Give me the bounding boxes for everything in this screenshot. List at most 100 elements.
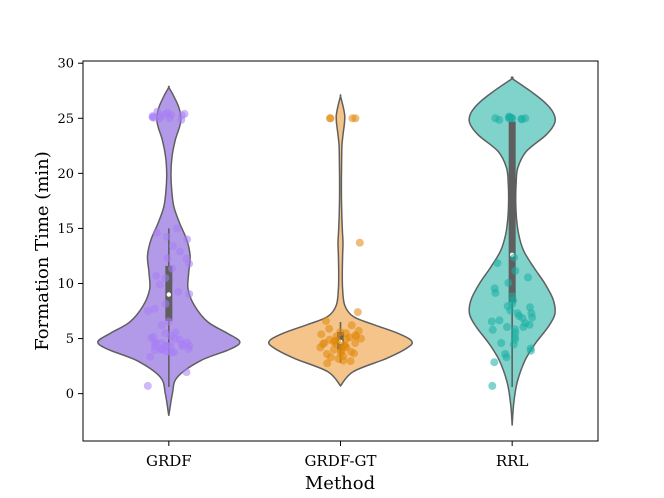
data-point (353, 308, 362, 317)
data-point (507, 114, 516, 123)
data-point (488, 381, 497, 390)
data-point (183, 235, 192, 244)
data-point (491, 114, 500, 123)
data-point (323, 350, 331, 358)
data-point (342, 343, 351, 352)
data-point (157, 321, 166, 330)
data-point (162, 232, 171, 241)
data-point (143, 381, 152, 390)
data-point (511, 325, 519, 334)
data-point (347, 321, 356, 330)
data-point (488, 325, 497, 334)
data-point (322, 316, 330, 325)
data-point (168, 242, 177, 250)
data-point (163, 254, 172, 263)
data-point (161, 329, 170, 338)
data-point (173, 224, 181, 233)
data-point (180, 109, 189, 118)
median-marker-grdf (166, 292, 172, 297)
data-point (156, 345, 165, 354)
data-point (171, 328, 180, 337)
y-axis-ticks: 0 5 10 15 20 25 30 (57, 57, 83, 402)
data-point (487, 317, 496, 326)
data-point (174, 287, 183, 296)
data-point (493, 259, 502, 268)
data-point (157, 339, 166, 347)
data-point (182, 254, 191, 263)
data-point (182, 338, 191, 347)
iqr-box-rrl (508, 121, 516, 303)
data-point (526, 303, 534, 312)
data-point (355, 238, 364, 247)
y-tick-label: 15 (57, 222, 74, 237)
data-point (508, 292, 517, 301)
data-point (524, 273, 532, 282)
data-point (339, 352, 348, 361)
data-point (175, 335, 184, 344)
data-point (495, 316, 504, 325)
x-tick-label: GRDF-GT (304, 452, 376, 470)
data-point (503, 323, 511, 331)
x-axis-ticks: GRDF GRDF-GT RRL (146, 441, 528, 470)
data-point (153, 107, 162, 116)
data-point (490, 358, 499, 367)
data-point (164, 317, 173, 326)
data-point (170, 348, 179, 357)
data-point (168, 264, 176, 273)
data-point (351, 339, 360, 347)
data-point (326, 114, 335, 123)
data-point (317, 330, 326, 339)
data-point (354, 326, 363, 335)
data-point (528, 313, 537, 322)
y-tick-label: 25 (57, 112, 74, 127)
y-tick-label: 5 (66, 332, 74, 347)
data-point (510, 253, 519, 262)
y-axis-label: Formation Time (min) (32, 151, 53, 351)
data-point (163, 108, 172, 117)
data-point (504, 278, 513, 287)
y-tick-label: 30 (57, 57, 74, 72)
data-point (329, 345, 338, 354)
data-point (152, 271, 161, 280)
data-point (511, 266, 520, 275)
data-point (526, 346, 535, 355)
data-point (185, 290, 194, 298)
data-point (182, 368, 191, 377)
data-point (323, 359, 332, 368)
data-point (155, 280, 164, 289)
data-point (513, 309, 522, 318)
data-point (342, 334, 351, 343)
data-point (146, 352, 155, 361)
data-point (176, 247, 185, 256)
data-point (490, 284, 499, 293)
data-point (346, 357, 355, 366)
violin-group-grdf (97, 85, 241, 416)
x-axis-label: Method (305, 473, 375, 494)
data-point (147, 334, 156, 342)
data-point (152, 228, 161, 237)
violin-group-grdf-gt (267, 94, 414, 388)
violin-body-grdf-gt (267, 94, 414, 388)
violin-group-rrl (468, 76, 557, 426)
data-point (151, 346, 159, 355)
y-tick-label: 20 (57, 167, 74, 182)
data-point (351, 114, 360, 123)
x-tick-label: RRL (496, 452, 529, 470)
plot-area (97, 76, 557, 426)
data-point (521, 114, 530, 123)
y-tick-label: 0 (66, 387, 74, 402)
x-tick-label: GRDF (146, 452, 192, 470)
data-point (503, 302, 512, 311)
data-point (501, 350, 510, 358)
data-point (150, 304, 159, 313)
data-point (325, 324, 334, 333)
data-point (143, 307, 152, 315)
data-point (318, 340, 327, 349)
data-point (519, 323, 528, 331)
data-point (161, 274, 170, 282)
y-tick-label: 10 (57, 277, 74, 292)
data-point (161, 299, 170, 308)
data-point (497, 339, 506, 347)
data-point (336, 328, 345, 336)
